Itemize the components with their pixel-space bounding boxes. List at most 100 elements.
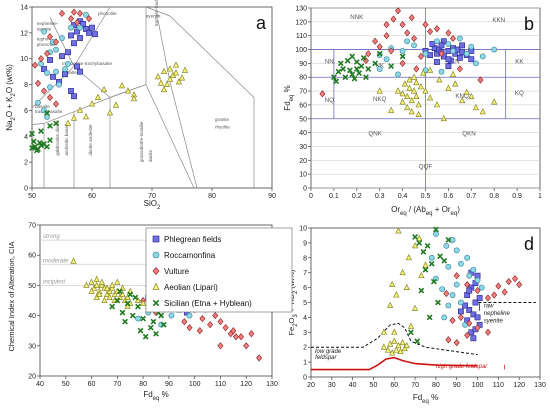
data-point [93,293,100,300]
legend-label: Vulture [164,267,190,276]
data-point [408,97,415,104]
field-label: diorite andesite [88,124,93,156]
data-point [406,84,413,91]
x-tick-label: 20 [307,382,315,389]
data-point [256,354,263,362]
data-point [106,287,113,294]
y-tick-label: 5 [303,300,307,307]
data-point [119,290,126,297]
data-point [124,293,131,300]
data-point [426,314,433,321]
data-point [456,35,463,42]
data-point [420,69,427,76]
data-point [406,76,413,83]
field-label: basalte [35,104,50,109]
x-tick-label: 40 [36,381,44,388]
data-point [153,330,159,337]
data-point [438,42,445,49]
data-point [389,280,396,288]
y-tick-label: 8 [24,82,28,89]
data-point [30,138,37,145]
data-point [199,315,206,323]
data-point [47,137,53,144]
data-point [74,18,80,27]
data-point [135,303,141,310]
data-point [80,20,86,27]
data-point [353,66,360,72]
x-tick-label: 130 [534,382,546,389]
data-point [83,11,89,18]
data-point [388,106,395,113]
legend-label: Roccamonfina [164,251,216,260]
data-point [248,330,255,338]
field-label: QNK [368,130,382,137]
data-point [468,43,475,50]
x-axis-label: Oreq / (Abeq + Oreq) [391,205,460,217]
data-point [360,54,367,61]
data-point [41,87,47,95]
field-label: trachyte-trachydacite [154,0,159,26]
y-axis-label: Na2O + K2O (wt%) [5,64,17,131]
panel-b: 0 0.1 0.2 0.3 0.4 0.5 0.6 0.7 0.8 0.9 101020304050… [283,6,542,218]
series-phlegrean [457,269,483,342]
data-point [160,321,167,328]
data-point [457,313,464,321]
data-point [181,66,189,73]
field-label: basalte [62,70,77,75]
y-tick-label: 8 [303,255,307,262]
data-point [438,68,445,75]
data-point [474,324,481,332]
data-point [428,254,435,261]
y-tick-label: 4 [24,134,28,141]
data-point [472,103,479,111]
data-point [47,84,53,91]
data-point [152,282,160,290]
data-point [94,93,102,100]
data-point [135,315,141,322]
data-point [399,268,406,276]
data-point [130,95,138,102]
field-boundary [73,6,111,67]
field-label: NK [375,63,384,70]
x-tick-label: 30 [328,382,336,389]
data-point [68,88,74,94]
data-point [168,312,175,319]
data-point [152,267,160,275]
data-point [83,281,90,288]
data-point [390,15,397,23]
field-boundary [145,6,171,17]
data-point [132,294,139,301]
data-point [420,248,427,255]
series-sicilian [29,110,59,154]
y-tick-label: 0 [24,186,28,193]
data-point [44,70,50,76]
data-point [77,24,83,31]
x-tick-label: 130 [266,381,278,388]
data-point [47,123,53,129]
data-point [459,42,466,49]
field-label: QKN [462,130,475,137]
x-tick-label: 90 [165,381,173,388]
data-point [388,63,395,70]
data-point [407,322,415,329]
data-point [376,43,383,51]
data-point [433,226,439,233]
data-point [430,278,437,285]
legend-label: Phlegrean fields [164,235,221,244]
y-tick-label: 20 [299,158,307,165]
data-point [363,74,369,81]
y-tick-label: 6 [303,285,307,292]
data-point [186,312,193,319]
field-boundary [31,123,45,125]
data-point [44,143,50,150]
data-point [383,21,390,29]
field-label: phonolite [37,42,56,47]
reference-label: moderate [43,258,69,264]
data-point [484,294,491,302]
legend-entry-vulture: Vulture [152,267,190,276]
data-point [196,327,203,335]
data-point [395,7,402,15]
data-point [474,277,481,284]
data-point [47,57,53,63]
data-point [399,48,406,54]
